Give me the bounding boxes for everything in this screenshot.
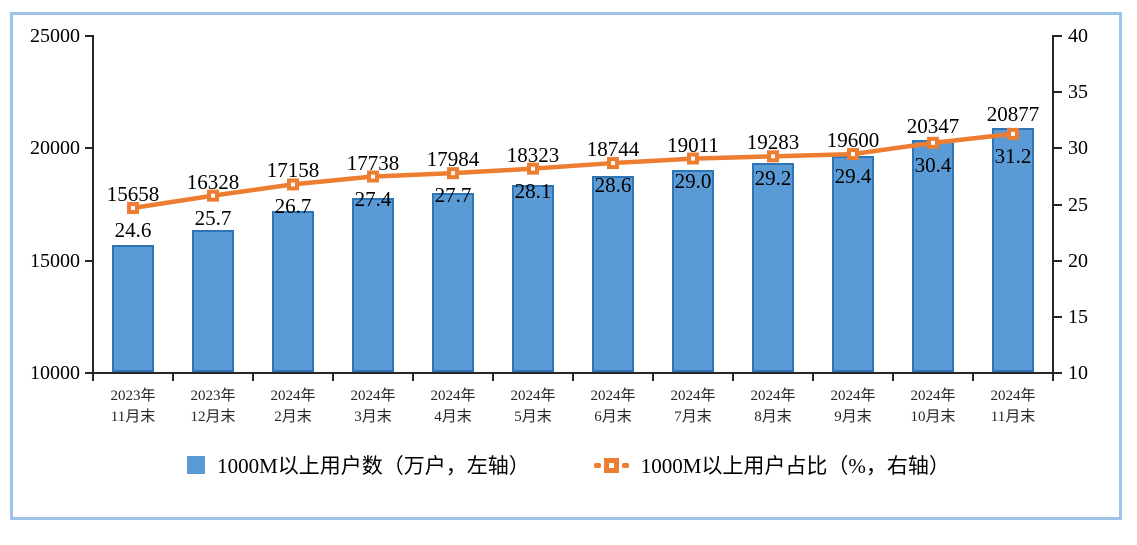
line-value-label: 29.0 (674, 168, 712, 193)
bar-value-label: 17984 (426, 147, 480, 172)
legend-label-bar-series: 1000M以上用户数（万户，左轴） (217, 454, 530, 478)
y-axis-left-tick-label: 10000 (30, 362, 80, 384)
bar (512, 185, 554, 372)
line-value-label: 28.6 (594, 173, 632, 198)
line-value-label: 24.6 (114, 217, 152, 242)
x-axis-category-label: 2024年 3月末 (350, 388, 396, 425)
y-axis-left-tick (85, 35, 93, 37)
x-axis-category-label: 2024年 5月末 (510, 388, 556, 425)
x-axis-tick (1052, 374, 1054, 381)
x-axis-tick (172, 374, 174, 381)
bar (432, 192, 474, 372)
line-value-label: 28.1 (514, 178, 552, 203)
x-axis-category-label: 2024年 11月末 (990, 388, 1036, 425)
y-axis-right-tick (1054, 372, 1062, 374)
y-axis-right (1052, 35, 1054, 374)
x-axis-category-label: 2024年 9月末 (830, 388, 876, 425)
x-axis (92, 372, 1054, 374)
legend-label-line-series: 1000M以上用户占比（%，右轴） (640, 454, 950, 478)
x-axis-tick (412, 374, 414, 381)
bar-value-label: 18323 (506, 142, 560, 167)
bar (272, 211, 314, 372)
line-square-marker (603, 457, 619, 473)
x-axis-category-label: 2023年 12月末 (190, 388, 236, 425)
y-axis-left-tick-label: 20000 (30, 137, 80, 160)
bar (752, 163, 794, 372)
bar (592, 175, 634, 372)
bar (672, 169, 714, 372)
line-value-label: 31.2 (994, 143, 1032, 168)
line-series-marker-icon (593, 457, 629, 473)
line-dash-left (593, 462, 601, 468)
bar-value-label: 17738 (346, 150, 400, 175)
x-axis-category-label: 2024年 10月末 (910, 388, 956, 425)
y-axis-left (92, 35, 94, 374)
bar-value-label: 20877 (986, 101, 1040, 126)
bar-value-label: 18744 (586, 137, 640, 162)
x-axis-category-label: 2024年 6月末 (590, 388, 636, 425)
y-axis-right-tick-label: 20 (1068, 249, 1088, 272)
bar-value-label: 16328 (186, 169, 240, 194)
y-axis-right-tick-label: 10 (1068, 362, 1088, 384)
bar (112, 244, 154, 372)
y-axis-right-tick-label: 15 (1068, 305, 1088, 328)
x-axis-tick (572, 374, 574, 381)
line-value-label: 29.2 (754, 166, 792, 191)
y-axis-left-tick (85, 372, 93, 374)
y-axis-right-tick-label: 40 (1068, 25, 1088, 47)
y-axis-left-tick-label: 15000 (30, 249, 80, 272)
y-axis-right-tick (1054, 35, 1062, 37)
bar-value-label: 15658 (106, 181, 160, 206)
x-axis-tick (732, 374, 734, 381)
bar-value-label: 19011 (667, 132, 719, 157)
y-axis-right-tick (1054, 147, 1062, 150)
x-axis-category-label: 2024年 7月末 (670, 388, 716, 425)
bar-series-swatch-icon (187, 456, 206, 474)
x-axis-tick (892, 374, 894, 381)
x-axis-tick (252, 374, 254, 381)
x-axis-category-label: 2024年 8月末 (750, 388, 796, 425)
x-axis-category-label: 2024年 4月末 (430, 388, 476, 425)
line-dash-right (621, 462, 629, 468)
x-axis-tick (812, 374, 814, 381)
line-value-label: 30.4 (914, 152, 952, 177)
legend: 1000M以上用户数（万户，左轴） 1000M以上用户占比（%，右轴） (0, 450, 1137, 480)
y-axis-left-tick (85, 147, 93, 150)
bar-value-label: 19283 (746, 130, 800, 155)
chart-frame-border (10, 12, 1122, 520)
line-value-label: 29.4 (834, 164, 872, 189)
legend-item-line-series: 1000M以上用户占比（%，右轴） (593, 450, 950, 480)
y-axis-right-tick-label: 25 (1068, 193, 1088, 216)
x-axis-category-label: 2023年 11月末 (110, 388, 156, 425)
y-axis-right-tick-label: 30 (1068, 137, 1088, 160)
y-axis-right-tick (1054, 91, 1062, 94)
y-axis-right-tick (1054, 203, 1062, 206)
y-axis-left-tick (85, 259, 93, 262)
line-value-label: 25.7 (194, 205, 232, 230)
legend-item-bar-series: 1000M以上用户数（万户，左轴） (187, 450, 530, 480)
x-axis-tick (92, 374, 94, 381)
bar-value-label: 20347 (906, 113, 960, 138)
line-value-label: 27.7 (434, 183, 472, 208)
bar (352, 198, 394, 372)
x-axis-tick (972, 374, 974, 381)
bar-value-label: 19600 (826, 128, 880, 153)
line-value-label: 26.7 (274, 194, 312, 219)
x-axis-category-label: 2024年 2月末 (270, 388, 316, 425)
bar-value-label: 17158 (266, 158, 320, 183)
x-axis-tick (332, 374, 334, 381)
y-axis-right-tick (1054, 315, 1062, 318)
bar (192, 229, 234, 372)
x-axis-tick (652, 374, 654, 381)
line-value-label: 27.4 (354, 186, 392, 211)
y-axis-right-tick-label: 35 (1068, 81, 1088, 104)
y-axis-left-tick-label: 25000 (30, 25, 80, 47)
y-axis-right-tick (1054, 259, 1062, 262)
bar (832, 156, 874, 372)
x-axis-tick (492, 374, 494, 381)
